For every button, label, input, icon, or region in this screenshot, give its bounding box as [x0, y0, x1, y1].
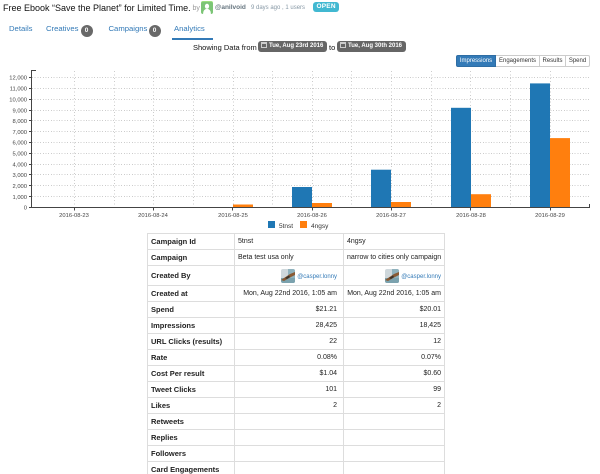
svg-text:2016-08-24: 2016-08-24 — [138, 213, 168, 219]
svg-text:2016-08-27: 2016-08-27 — [376, 213, 406, 219]
svg-text:5,000: 5,000 — [12, 152, 27, 158]
svg-text:2,000: 2,000 — [12, 184, 27, 190]
svg-text:2016-08-26: 2016-08-26 — [297, 213, 327, 219]
svg-text:0: 0 — [24, 206, 27, 212]
svg-text:4,000: 4,000 — [12, 162, 27, 168]
svg-text:5tnst: 5tnst — [279, 223, 293, 230]
svg-text:6,000: 6,000 — [12, 141, 27, 147]
svg-text:2016-08-25: 2016-08-25 — [218, 213, 248, 219]
svg-text:2016-08-29: 2016-08-29 — [535, 213, 565, 219]
svg-text:9,000: 9,000 — [12, 109, 27, 115]
svg-text:8,000: 8,000 — [12, 119, 27, 125]
svg-text:3,000: 3,000 — [12, 173, 27, 179]
svg-text:4ngsy: 4ngsy — [311, 223, 329, 230]
svg-text:10,000: 10,000 — [9, 98, 27, 104]
svg-text:12,000: 12,000 — [9, 76, 27, 82]
svg-text:11,000: 11,000 — [10, 87, 27, 93]
svg-text:7,000: 7,000 — [12, 130, 27, 136]
svg-text:2016-08-23: 2016-08-23 — [59, 213, 89, 219]
svg-text:1,000: 1,000 — [12, 195, 27, 201]
svg-text:2016-08-28: 2016-08-28 — [456, 213, 486, 219]
